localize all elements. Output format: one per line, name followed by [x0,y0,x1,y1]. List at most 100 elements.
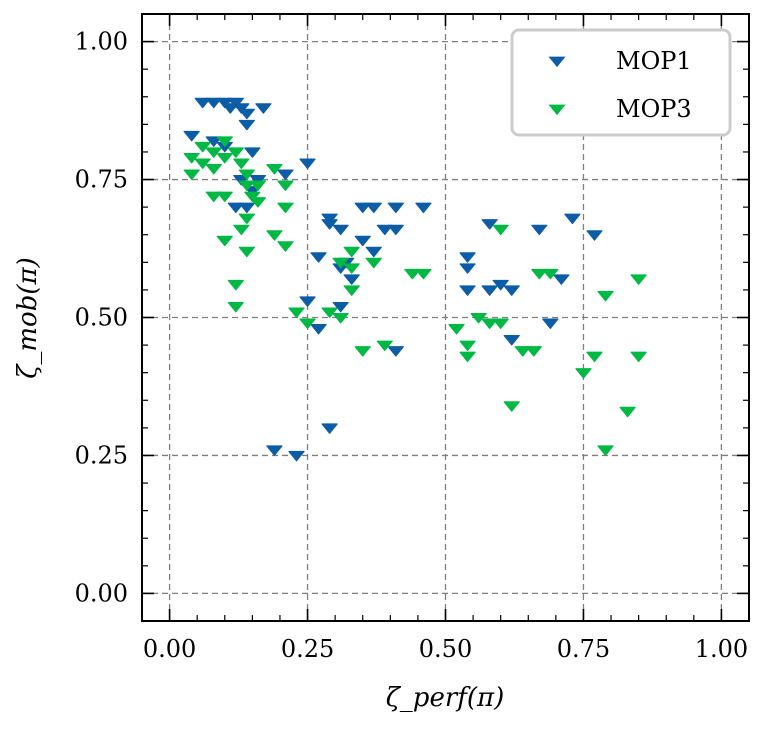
data-point-mop3 [216,152,233,164]
data-point-mop3 [205,191,222,203]
data-point-mop3 [597,290,614,302]
x-tick-label: 0.25 [281,635,334,663]
data-point-mop3 [233,224,250,236]
data-point-mop3 [542,268,559,280]
data-point-mop1 [255,103,272,114]
data-point-mop3 [227,147,244,158]
data-point-mop3 [470,312,487,324]
data-point-mop3 [575,368,592,379]
data-point-mop1 [503,285,520,296]
data-point-mop1 [216,97,233,109]
data-point-mop3 [194,158,211,169]
data-point-mop3 [459,351,476,363]
data-point-mop1 [481,285,498,296]
data-point-mop1 [277,169,294,180]
data-point-mop1 [365,246,382,258]
data-point-mop3 [277,202,294,214]
data-point-mop3 [238,180,255,192]
data-point-mop3 [227,279,244,291]
data-point-mop1 [354,235,371,247]
data-point-mop3 [238,169,255,180]
data-point-mop3 [531,268,548,280]
data-point-mop3 [183,169,200,180]
data-point-mop3 [332,257,349,269]
legend-label-mop1: MOP1 [616,47,692,75]
y-axis-label: ζ_mob(π) [13,257,43,378]
data-point-mop1 [321,423,338,434]
y-tick-label: 0.50 [75,304,128,332]
data-point-mop1 [376,224,393,236]
y-tick-label: 0.75 [75,166,128,194]
data-point-mop1 [459,285,476,296]
plot-frame [141,13,750,622]
data-point-mop1 [299,158,316,169]
data-point-mop3 [249,180,266,192]
data-point-mop1 [564,213,581,225]
data-point-mop1 [459,263,476,274]
data-point-mop3 [277,180,294,192]
data-point-mop3 [376,340,393,352]
data-point-mop3 [194,141,211,153]
legend: MOP1 MOP3 [510,28,732,137]
data-point-mop3 [343,246,360,258]
data-point-mop1 [492,279,509,291]
data-point-mop1 [387,224,404,236]
data-point-mop1 [481,219,498,230]
data-point-mop3 [321,307,338,318]
data-point-mop1 [238,119,255,131]
data-point-mop1 [227,97,244,109]
data-point-mop1 [244,147,261,158]
data-point-mop3 [525,346,542,357]
data-point-mop3 [238,246,255,258]
data-point-mop1 [387,346,404,357]
data-point-mop1 [310,252,327,263]
data-point-mop3 [630,351,647,363]
major-ticks [142,14,749,621]
data-point-mop1 [503,335,520,346]
data-point-mop1 [354,202,371,214]
data-point-mop1 [586,230,603,241]
data-points [183,97,647,462]
x-tick-label: 1.00 [695,635,748,663]
data-point-mop3 [492,224,509,236]
data-point-mop3 [492,318,509,329]
data-point-mop3 [288,307,305,318]
x-tick-label: 0.00 [143,635,196,663]
data-point-mop1 [227,202,244,214]
data-point-mop3 [343,285,360,296]
legend-marker-mop3 [548,104,566,116]
data-point-mop1 [415,202,432,214]
data-point-mop3 [503,401,520,412]
data-point-mop1 [310,324,327,335]
data-point-mop3 [216,191,233,203]
data-point-mop1 [343,274,360,285]
data-point-mop3 [205,163,222,175]
data-point-mop3 [332,312,349,324]
data-point-mop3 [619,406,636,418]
data-point-mop3 [415,268,432,280]
data-point-mop1 [205,136,222,147]
data-point-mop1 [288,450,305,462]
data-point-mop3 [354,346,371,357]
data-point-mop3 [343,263,360,274]
data-point-mop1 [183,130,200,142]
y-tick-label: 0.25 [75,441,128,469]
data-point-mop3 [266,230,283,241]
data-point-mop1 [205,97,222,109]
data-point-mop3 [238,213,255,225]
data-point-mop3 [630,274,647,285]
data-point-mop3 [249,197,266,208]
data-point-mop1 [531,224,548,236]
data-point-mop3 [597,445,614,456]
data-point-mop3 [404,268,421,280]
data-point-mop1 [266,445,283,456]
legend-box [510,28,732,137]
x-tick-labels: 0.00 0.25 0.50 0.75 1.00 [143,635,748,663]
series-mop3 [183,136,647,456]
data-point-mop1 [553,274,570,285]
data-point-mop1 [238,108,255,120]
x-tick-label: 0.50 [419,635,472,663]
legend-marker-mop1 [548,56,566,68]
data-point-mop3 [227,301,244,313]
